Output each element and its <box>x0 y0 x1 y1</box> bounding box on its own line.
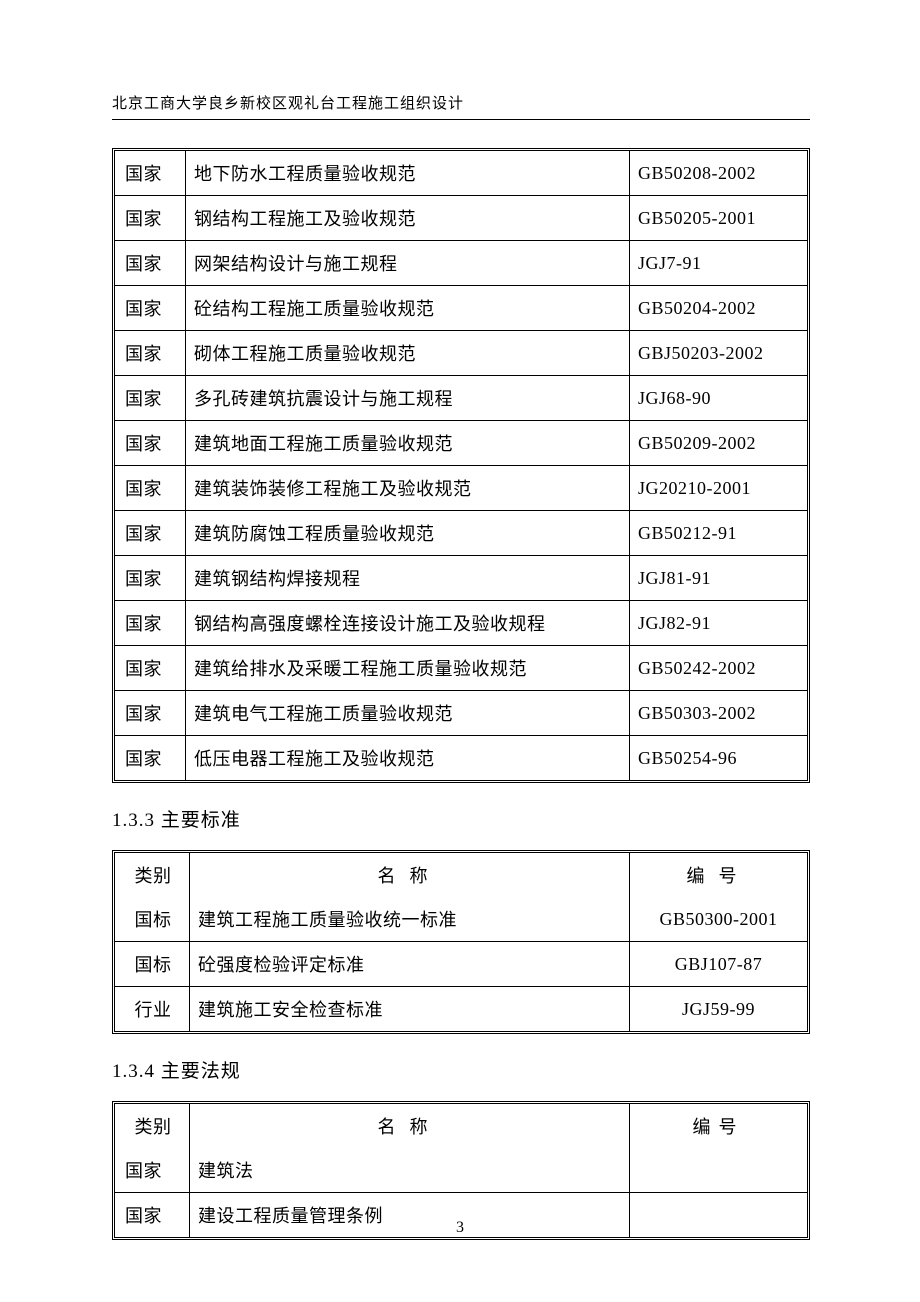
header-code-text: 编号 <box>693 1117 745 1137</box>
table-row: 国家地下防水工程质量验收规范GB50208-2002 <box>115 151 807 195</box>
table-row: 国家钢结构高强度螺栓连接设计施工及验收规程JGJ82-91 <box>115 600 807 645</box>
cell-category: 国家 <box>115 600 185 645</box>
cell-code: GB50205-2001 <box>629 195 807 240</box>
cell-name: 建筑钢结构焊接规程 <box>185 555 629 600</box>
table-row: 国标砼强度检验评定标准GBJ107-87 <box>115 941 807 986</box>
cell-name: 网架结构设计与施工规程 <box>185 240 629 285</box>
document-page: 北京工商大学良乡新校区观礼台工程施工组织设计 国家地下防水工程质量验收规范GB5… <box>0 0 920 1240</box>
table-row: 国家建筑给排水及采暖工程施工质量验收规范GB50242-2002 <box>115 645 807 690</box>
cell-code: JGJ7-91 <box>629 240 807 285</box>
cell-code: GB50300-2001 <box>629 897 807 941</box>
table-row: 国家建筑装饰装修工程施工及验收规范JG20210-2001 <box>115 465 807 510</box>
cell-code: GB50254-96 <box>629 735 807 780</box>
header-code: 编号 <box>629 853 807 897</box>
cell-code: GB50209-2002 <box>629 420 807 465</box>
cell-category: 国家 <box>115 420 185 465</box>
standards-table-1: 国家地下防水工程质量验收规范GB50208-2002国家钢结构工程施工及验收规范… <box>112 148 810 783</box>
cell-name: 建筑装饰装修工程施工及验收规范 <box>185 465 629 510</box>
table-body: 国家地下防水工程质量验收规范GB50208-2002国家钢结构工程施工及验收规范… <box>115 151 807 780</box>
cell-category: 国家 <box>115 151 185 195</box>
cell-category: 国家 <box>115 645 185 690</box>
table-row: 国标建筑工程施工质量验收统一标准GB50300-2001 <box>115 897 807 941</box>
cell-code: GBJ50203-2002 <box>629 330 807 375</box>
cell-code: JGJ82-91 <box>629 600 807 645</box>
cell-name: 砌体工程施工质量验收规范 <box>185 330 629 375</box>
header-category: 类别 <box>115 853 189 897</box>
table-row: 国家砌体工程施工质量验收规范GBJ50203-2002 <box>115 330 807 375</box>
cell-code: GB50204-2002 <box>629 285 807 330</box>
table-row: 国家钢结构工程施工及验收规范GB50205-2001 <box>115 195 807 240</box>
section-heading-133: 1.3.3 主要标准 <box>112 805 810 832</box>
table-header-row: 类别 名称 编号 <box>115 1104 807 1148</box>
cell-name: 钢结构高强度螺栓连接设计施工及验收规程 <box>185 600 629 645</box>
table-row: 国家建筑防腐蚀工程质量验收规范GB50212-91 <box>115 510 807 555</box>
cell-name: 砼强度检验评定标准 <box>189 941 629 986</box>
header-code: 编号 <box>629 1104 807 1148</box>
standards-table-2: 类别 名称 编号 国标建筑工程施工质量验收统一标准GB50300-2001国标砼… <box>112 850 810 1034</box>
cell-name: 建筑电气工程施工质量验收规范 <box>185 690 629 735</box>
cell-name: 多孔砖建筑抗震设计与施工规程 <box>185 375 629 420</box>
cell-code: GB50242-2002 <box>629 645 807 690</box>
cell-name: 砼结构工程施工质量验收规范 <box>185 285 629 330</box>
cell-code: JGJ68-90 <box>629 375 807 420</box>
table-row: 国家网架结构设计与施工规程JGJ7-91 <box>115 240 807 285</box>
table-row: 国家建筑法 <box>115 1148 807 1192</box>
table-row: 国家建筑电气工程施工质量验收规范GB50303-2002 <box>115 690 807 735</box>
cell-name: 建筑防腐蚀工程质量验收规范 <box>185 510 629 555</box>
cell-category: 国家 <box>115 330 185 375</box>
table-body-rows: 国标建筑工程施工质量验收统一标准GB50300-2001国标砼强度检验评定标准G… <box>115 897 807 1031</box>
table-row: 国家建筑地面工程施工质量验收规范GB50209-2002 <box>115 420 807 465</box>
cell-category: 国家 <box>115 375 185 420</box>
cell-category: 国家 <box>115 510 185 555</box>
cell-category: 国家 <box>115 465 185 510</box>
cell-name: 建筑地面工程施工质量验收规范 <box>185 420 629 465</box>
table-row: 国家低压电器工程施工及验收规范GB50254-96 <box>115 735 807 780</box>
cell-category: 国家 <box>115 735 185 780</box>
cell-category: 国家 <box>115 555 185 600</box>
table-body: 类别 名称 编号 <box>115 853 807 897</box>
header-name: 名称 <box>189 853 629 897</box>
table-row: 国家多孔砖建筑抗震设计与施工规程JGJ68-90 <box>115 375 807 420</box>
header-name-text: 名称 <box>378 866 442 886</box>
cell-category: 行业 <box>115 986 189 1031</box>
cell-category: 国家 <box>115 1148 189 1192</box>
cell-category: 国家 <box>115 690 185 735</box>
table-body: 类别 名称 编号 <box>115 1104 807 1148</box>
header-name: 名称 <box>189 1104 629 1148</box>
table-row: 国家建筑钢结构焊接规程JGJ81-91 <box>115 555 807 600</box>
cell-name: 钢结构工程施工及验收规范 <box>185 195 629 240</box>
header-code-text: 编号 <box>687 866 751 886</box>
cell-code: GBJ107-87 <box>629 941 807 986</box>
table-row: 国家砼结构工程施工质量验收规范GB50204-2002 <box>115 285 807 330</box>
table-header-row: 类别 名称 编号 <box>115 853 807 897</box>
cell-category: 国标 <box>115 941 189 986</box>
header-name-text: 名称 <box>378 1117 442 1137</box>
page-header-title: 北京工商大学良乡新校区观礼台工程施工组织设计 <box>112 92 810 120</box>
cell-category: 国家 <box>115 195 185 240</box>
cell-name: 建筑法 <box>189 1148 629 1192</box>
cell-name: 建筑工程施工质量验收统一标准 <box>189 897 629 941</box>
cell-name: 建筑施工安全检查标准 <box>189 986 629 1031</box>
cell-code: JG20210-2001 <box>629 465 807 510</box>
page-number: 3 <box>0 1219 920 1237</box>
cell-name: 建筑给排水及采暖工程施工质量验收规范 <box>185 645 629 690</box>
section-heading-134: 1.3.4 主要法规 <box>112 1056 810 1083</box>
table-row: 行业建筑施工安全检查标准JGJ59-99 <box>115 986 807 1031</box>
cell-name: 低压电器工程施工及验收规范 <box>185 735 629 780</box>
cell-category: 国家 <box>115 285 185 330</box>
cell-name: 地下防水工程质量验收规范 <box>185 151 629 195</box>
cell-code <box>629 1148 807 1192</box>
header-category: 类别 <box>115 1104 189 1148</box>
cell-code: JGJ81-91 <box>629 555 807 600</box>
cell-code: JGJ59-99 <box>629 986 807 1031</box>
cell-code: GB50303-2002 <box>629 690 807 735</box>
cell-code: GB50208-2002 <box>629 151 807 195</box>
cell-category: 国标 <box>115 897 189 941</box>
cell-category: 国家 <box>115 240 185 285</box>
cell-code: GB50212-91 <box>629 510 807 555</box>
